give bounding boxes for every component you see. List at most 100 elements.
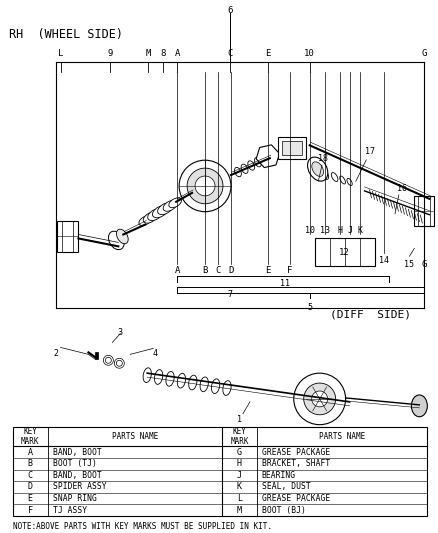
Ellipse shape — [166, 372, 174, 386]
Circle shape — [294, 373, 346, 425]
Ellipse shape — [347, 179, 352, 185]
Text: M: M — [145, 49, 151, 58]
Ellipse shape — [331, 173, 338, 182]
Ellipse shape — [155, 370, 163, 384]
Text: G: G — [237, 448, 242, 457]
Bar — [282, 141, 302, 155]
Text: PARTS NAME: PARTS NAME — [112, 432, 158, 441]
Text: C: C — [227, 49, 233, 58]
Bar — [278, 138, 306, 159]
Text: L: L — [237, 494, 242, 503]
Text: 5: 5 — [307, 303, 312, 312]
Text: A: A — [174, 49, 180, 58]
Text: 10: 10 — [304, 49, 315, 58]
Circle shape — [312, 391, 328, 407]
Ellipse shape — [139, 216, 152, 225]
Text: A: A — [28, 448, 32, 457]
Text: K: K — [237, 482, 242, 491]
Text: KEY
MARK: KEY MARK — [230, 427, 249, 446]
Bar — [95, 352, 99, 359]
Ellipse shape — [177, 373, 186, 388]
Text: G: G — [422, 260, 427, 269]
Circle shape — [195, 176, 215, 196]
Ellipse shape — [321, 169, 328, 180]
Text: A: A — [174, 266, 180, 275]
Ellipse shape — [158, 203, 173, 215]
Text: H: H — [337, 227, 342, 236]
Text: 11: 11 — [280, 279, 290, 288]
Text: 8: 8 — [160, 49, 166, 58]
Text: H: H — [237, 459, 242, 469]
Ellipse shape — [254, 158, 261, 167]
Text: G: G — [422, 49, 427, 58]
Text: F: F — [287, 266, 293, 275]
Text: J: J — [347, 227, 352, 236]
Text: RH  (WHEEL SIDE): RH (WHEEL SIDE) — [9, 28, 123, 42]
Ellipse shape — [189, 375, 197, 390]
Bar — [414, 196, 434, 225]
Text: E: E — [265, 266, 271, 275]
Text: TJ ASSY: TJ ASSY — [53, 505, 87, 514]
Ellipse shape — [109, 231, 124, 249]
Text: K: K — [357, 227, 362, 236]
Text: 2: 2 — [53, 350, 58, 358]
Text: E: E — [265, 49, 271, 58]
Text: C: C — [215, 266, 221, 275]
Text: BAND, BOOT: BAND, BOOT — [53, 471, 101, 480]
Ellipse shape — [309, 162, 320, 176]
Text: 13: 13 — [320, 227, 330, 236]
Bar — [13, 426, 427, 516]
Text: NOTE:ABOVE PARTS WITH KEY MARKS MUST BE SUPPLIED IN KIT.: NOTE:ABOVE PARTS WITH KEY MARKS MUST BE … — [13, 522, 272, 531]
Text: 10: 10 — [305, 227, 315, 236]
Ellipse shape — [223, 381, 231, 395]
Text: BOOT (BJ): BOOT (BJ) — [262, 505, 306, 514]
Text: PARTS NAME: PARTS NAME — [319, 432, 365, 441]
Text: D: D — [28, 482, 32, 491]
Text: 6: 6 — [227, 6, 233, 14]
Text: 1: 1 — [237, 415, 243, 424]
Ellipse shape — [340, 176, 346, 184]
Ellipse shape — [248, 161, 254, 170]
Ellipse shape — [152, 206, 168, 218]
Ellipse shape — [200, 377, 208, 392]
Text: B: B — [28, 459, 32, 469]
Text: 14: 14 — [379, 256, 389, 265]
Text: 18: 18 — [318, 154, 328, 163]
Text: 9: 9 — [108, 49, 113, 58]
Text: 7: 7 — [227, 290, 233, 299]
Text: 16: 16 — [397, 184, 407, 193]
Text: BEARING: BEARING — [262, 471, 296, 480]
Bar — [57, 221, 78, 252]
Ellipse shape — [411, 395, 427, 417]
Ellipse shape — [312, 162, 324, 176]
Ellipse shape — [307, 157, 328, 181]
Bar — [314, 238, 374, 266]
Text: 12: 12 — [339, 248, 350, 257]
Text: KEY
MARK: KEY MARK — [21, 427, 39, 446]
Text: BOOT (TJ): BOOT (TJ) — [53, 459, 96, 469]
Ellipse shape — [148, 209, 163, 221]
Text: BAND, BOOT: BAND, BOOT — [53, 448, 101, 457]
Circle shape — [304, 383, 336, 415]
Text: B: B — [202, 266, 208, 275]
Circle shape — [179, 160, 231, 212]
Text: GREASE PACKAGE: GREASE PACKAGE — [262, 494, 330, 503]
Ellipse shape — [241, 164, 248, 173]
Text: 15: 15 — [404, 260, 414, 269]
Ellipse shape — [117, 229, 128, 244]
Text: C: C — [28, 471, 32, 480]
Text: SNAP RING: SNAP RING — [53, 494, 96, 503]
Ellipse shape — [212, 379, 220, 393]
Text: 17: 17 — [364, 147, 374, 156]
Text: L: L — [58, 49, 63, 58]
Text: SPIDER ASSY: SPIDER ASSY — [53, 482, 106, 491]
Ellipse shape — [163, 200, 177, 211]
Text: E: E — [28, 494, 32, 503]
Text: SEAL, DUST: SEAL, DUST — [262, 482, 311, 491]
Ellipse shape — [169, 198, 181, 208]
Ellipse shape — [234, 167, 241, 177]
Ellipse shape — [143, 212, 157, 223]
Text: M: M — [237, 505, 242, 514]
Circle shape — [187, 168, 223, 204]
Text: GREASE PACKAGE: GREASE PACKAGE — [262, 448, 330, 457]
